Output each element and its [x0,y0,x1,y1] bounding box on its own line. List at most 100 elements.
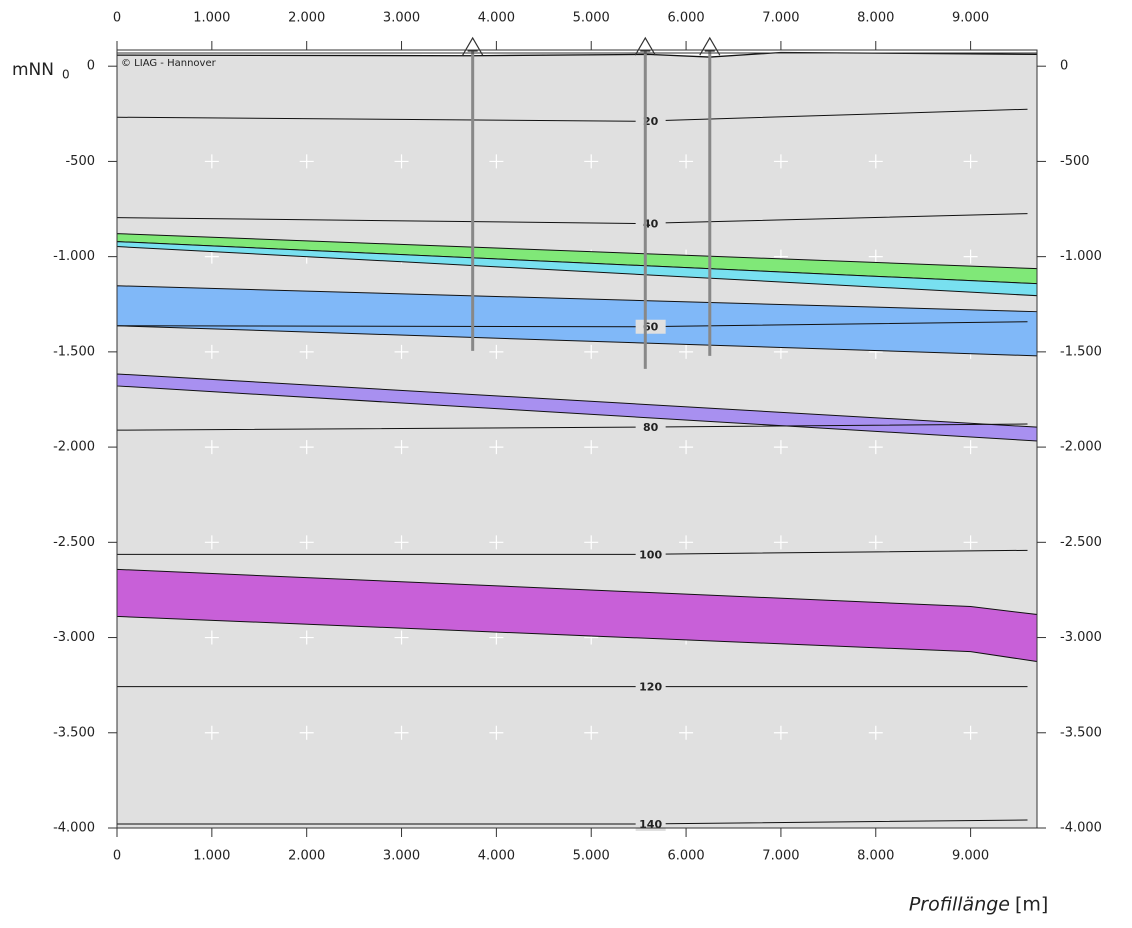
isoline-label-bg [635,679,666,694]
grid-plus [489,725,504,740]
grid-plus [584,535,599,550]
grid-plus [679,725,694,740]
isoline-label: 100 [639,548,662,561]
grid-plus [584,344,599,359]
y-tick-label: -3.500 [53,725,95,740]
x-tick-label: 5.000 [573,849,610,864]
x-tick-label-top: 6.000 [667,11,704,26]
grid-plus [868,535,883,550]
grid-plus [773,440,788,455]
y-tick-label: -2.500 [53,535,95,550]
isoline-label: 40 [643,218,659,231]
grid-plus [963,440,978,455]
grid-plus [679,535,694,550]
x-tick-label: 8.000 [857,849,894,864]
isoline-label: 140 [639,818,662,831]
grid-plus [584,154,599,169]
y-tick-label-right: -1.500 [1060,344,1102,359]
x-tick-label-top: 7.000 [762,11,799,26]
y-tick-label-right: -2.500 [1060,535,1102,550]
y-tick-label: -3.000 [53,630,95,645]
grid-plus [204,725,219,740]
grid-plus [394,630,409,645]
grid-plus [868,249,883,264]
plot-frame [116,49,1038,829]
grid-plus [963,535,978,550]
x-tick-label: 6.000 [667,849,704,864]
grid-plus [489,154,504,169]
isoline-label-bg [635,216,666,231]
y-tick-label-right: -2.000 [1060,440,1102,455]
isoline-label: 20 [643,115,659,128]
x-tick-label-top: 4.000 [478,11,515,26]
grid-plus [489,344,504,359]
isoline-label: 80 [643,421,659,434]
isoline-label-bg [635,420,666,435]
grid-plus [584,440,599,455]
grid-plus [773,535,788,550]
isoline-label-bg [635,114,666,129]
grid-plus [204,630,219,645]
y-tick-label: 0 [87,59,95,74]
x-tick-label-top: 0 [113,11,121,26]
well-symbol [462,36,484,56]
grid-plus [394,440,409,455]
grid-plus [584,725,599,740]
x-tick-label: 7.000 [762,849,799,864]
isoline-label-bg [635,547,666,562]
grid-plus [204,535,219,550]
x-tick-label: 9.000 [952,849,989,864]
x-tick-label: 2.000 [288,849,325,864]
y-tick-label: -4.000 [53,821,95,836]
x-axis-unit: [m] [1015,894,1048,916]
x-tick-label-top: 8.000 [857,11,894,26]
x-tick-label: 0 [113,849,121,864]
grid-plus [299,535,314,550]
grid-plus [394,725,409,740]
grid-plus [299,630,314,645]
grid-plus [679,344,694,359]
y-tick-label-right: -500 [1060,154,1090,169]
y-tick-label-right: -3.000 [1060,630,1102,645]
y-tick-label: -500 [65,154,95,169]
y-tick-label: -2.000 [53,440,95,455]
well-symbol [699,36,721,56]
grid-plus [963,154,978,169]
isoline-label: 120 [639,681,662,694]
grid-plus [394,154,409,169]
x-tick-label-top: 3.000 [383,11,420,26]
grid-plus [773,154,788,169]
x-tick-label: 4.000 [478,849,515,864]
grid-plus [394,535,409,550]
x-tick-label-top: 5.000 [573,11,610,26]
grid-plus [679,154,694,169]
grid-plus [868,725,883,740]
y-tick-label: -1.500 [53,344,95,359]
grid-plus [868,440,883,455]
x-tick-label: 1.000 [193,849,230,864]
y-tick-label-right: -4.000 [1060,821,1102,836]
grid-plus [773,725,788,740]
grid-plus [679,440,694,455]
well-symbol [634,36,656,56]
y-axis-label-sub: 0 [62,68,70,82]
x-tick-label: 3.000 [383,849,420,864]
y-tick-label-right: -3.500 [1060,725,1102,740]
grid-plus [204,344,219,359]
grid-plus [963,725,978,740]
grid-plus [299,154,314,169]
x-tick-label-top: 1.000 [193,11,230,26]
grid-plus [489,535,504,550]
grid-plus [489,630,504,645]
grid-plus [204,440,219,455]
x-tick-label-top: 2.000 [288,11,325,26]
x-tick-label-top: 9.000 [952,11,989,26]
isoline-label: 60 [643,321,659,334]
y-axis-label: mNN [12,60,54,80]
grid-plus [299,344,314,359]
y-tick-label-right: -1.000 [1060,249,1102,264]
y-tick-label: -1.000 [53,249,95,264]
grid-plus [963,249,978,264]
plot-background [117,50,1037,828]
x-axis-label: Profillänge [909,894,1010,916]
